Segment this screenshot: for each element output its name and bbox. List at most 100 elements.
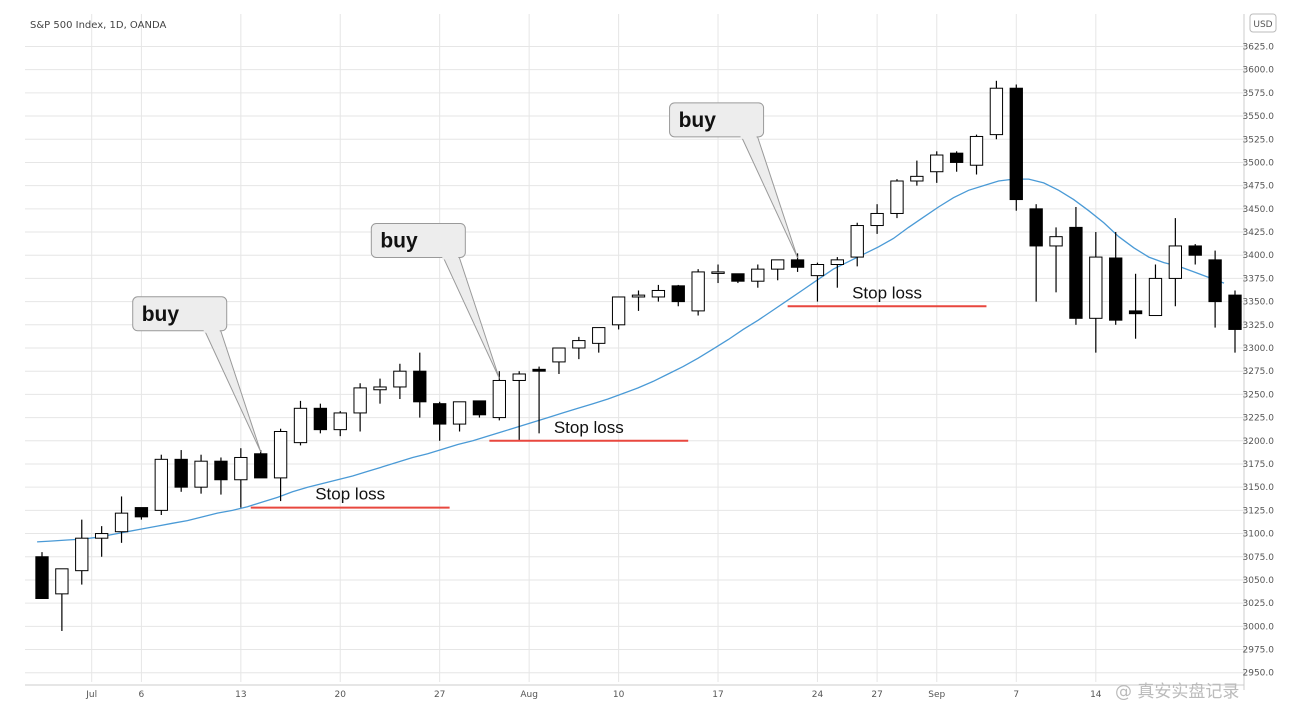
candle-body-bearish [949, 152, 964, 163]
candle-body-bullish [631, 294, 646, 298]
time-tick-label: 17 [712, 690, 723, 700]
candle-body-bullish [512, 373, 526, 381]
candle-body-bearish [1009, 87, 1023, 201]
candle-body-bullish [492, 379, 506, 419]
time-tick-label: 27 [871, 690, 882, 700]
candle-body-bearish [214, 460, 228, 481]
candle-body-bullish [552, 347, 566, 363]
candle [771, 259, 785, 281]
candle-body-bearish [1208, 259, 1222, 303]
candle [254, 450, 268, 479]
stop-loss-lines: Stop loss Stop loss Stop loss [250, 283, 987, 509]
candle-body-bullish [910, 175, 924, 182]
candle-body-bullish [373, 386, 387, 391]
candle [631, 290, 646, 311]
candle [1089, 232, 1103, 353]
candle [75, 519, 89, 585]
candle-body-bearish [433, 403, 447, 425]
candle-body-bullish [154, 458, 168, 511]
candle-body-bullish [94, 533, 109, 539]
price-tick-label: 3425.0 [1243, 228, 1275, 238]
price-tick-label: 3025.0 [1243, 599, 1275, 609]
price-tick-label: 3250.0 [1243, 390, 1275, 400]
candle [492, 371, 506, 421]
candle [1009, 84, 1023, 211]
candle [373, 378, 387, 404]
candle [651, 284, 666, 302]
time-tick-label: Jul [85, 690, 97, 700]
price-tick-label: 3225.0 [1243, 414, 1275, 424]
currency-badge[interactable] [1249, 13, 1277, 33]
price-tick-label: 3125.0 [1243, 506, 1275, 516]
candle-body-bullish [234, 456, 248, 481]
candle-body-bullish [1148, 277, 1163, 317]
price-tick-label: 3100.0 [1243, 530, 1275, 540]
candle [273, 428, 288, 502]
candle [154, 454, 168, 515]
buy-callout: buy [669, 102, 799, 259]
price-tick-label: 3050.0 [1243, 576, 1275, 586]
candle [949, 151, 964, 172]
candle-body-bearish [313, 407, 328, 431]
candle-body-bearish [413, 370, 427, 403]
price-tick-label: 3575.0 [1243, 89, 1275, 99]
price-tick-label: 3450.0 [1243, 205, 1275, 215]
price-tick-label: 3175.0 [1243, 460, 1275, 470]
candle-body-bearish [35, 556, 49, 599]
candle-body-bearish [134, 507, 149, 518]
price-tick-label: 3525.0 [1243, 135, 1275, 145]
candle [870, 204, 884, 234]
stop-loss-label: Stop loss [315, 485, 385, 504]
time-tick-label: 27 [434, 690, 445, 700]
candle [1109, 232, 1123, 325]
candle-body-bullish [989, 87, 1004, 136]
callout-join [442, 254, 459, 260]
candle-body-bullish [870, 212, 884, 227]
candle [890, 179, 904, 219]
time-tick-label: 10 [613, 690, 625, 700]
candle-body-bearish [1128, 310, 1143, 315]
candle-body-bullish [75, 537, 89, 572]
price-tick-label: 3475.0 [1243, 182, 1275, 192]
candle [234, 448, 248, 508]
candle [94, 526, 109, 557]
candle [1049, 227, 1063, 293]
moving-average-line [37, 178, 1225, 543]
price-tick-label: 3200.0 [1243, 437, 1275, 447]
candle [214, 457, 228, 495]
candle [930, 151, 944, 183]
candle-body-bullish [771, 259, 785, 270]
callout-box [132, 296, 228, 332]
candle [810, 262, 825, 302]
price-tick-label: 2975.0 [1243, 646, 1275, 656]
time-tick-label: 13 [235, 690, 246, 700]
candle-body-bullish [452, 401, 467, 425]
candle [850, 222, 864, 267]
price-tick-label: 3550.0 [1243, 112, 1275, 122]
candle-body-bullish [691, 271, 705, 312]
candle-body-bearish [1069, 226, 1083, 319]
candle [731, 273, 745, 284]
candle [711, 264, 725, 284]
candle [433, 401, 447, 441]
candle-body-bullish [711, 271, 725, 274]
candle [194, 454, 208, 494]
candle [393, 363, 407, 400]
price-tick-label: 3500.0 [1243, 158, 1275, 168]
candle-body-bullish [273, 431, 288, 479]
callout-join [203, 327, 220, 333]
price-tick-label: 3075.0 [1243, 553, 1275, 563]
candle-body-bullish [930, 154, 944, 173]
candle-body-bearish [671, 285, 685, 303]
candle [572, 336, 586, 360]
candle-body-bullish [1089, 256, 1103, 319]
candle-body-bearish [472, 400, 487, 416]
callout-label: buy [142, 303, 180, 326]
candle-body-bullish [194, 460, 208, 488]
candle [671, 284, 685, 307]
candle [552, 347, 566, 374]
candle [1148, 264, 1163, 317]
candle-body-bearish [790, 259, 805, 268]
